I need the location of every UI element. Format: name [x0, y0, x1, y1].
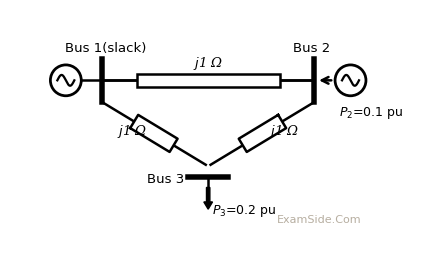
Text: Bus 3: Bus 3 — [147, 173, 184, 186]
Polygon shape — [239, 115, 286, 152]
Text: $j$1 Ω: $j$1 Ω — [117, 123, 147, 139]
FancyArrow shape — [204, 187, 213, 209]
Text: Bus 1(slack): Bus 1(slack) — [65, 42, 147, 55]
Text: $P_2$=0.1 pu: $P_2$=0.1 pu — [339, 105, 403, 121]
Text: $j$1 Ω: $j$1 Ω — [193, 55, 223, 72]
Text: $j$1 Ω: $j$1 Ω — [269, 123, 299, 139]
Text: Bus 2: Bus 2 — [293, 42, 331, 55]
Polygon shape — [130, 115, 178, 152]
Text: $P_3$=0.2 pu: $P_3$=0.2 pu — [212, 203, 276, 219]
Text: ExamSide.Com: ExamSide.Com — [277, 215, 362, 225]
Bar — [136, 74, 280, 87]
